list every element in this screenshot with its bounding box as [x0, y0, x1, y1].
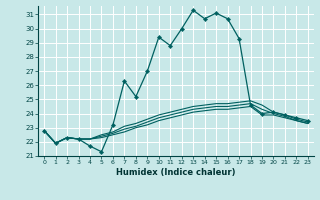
X-axis label: Humidex (Indice chaleur): Humidex (Indice chaleur): [116, 168, 236, 177]
